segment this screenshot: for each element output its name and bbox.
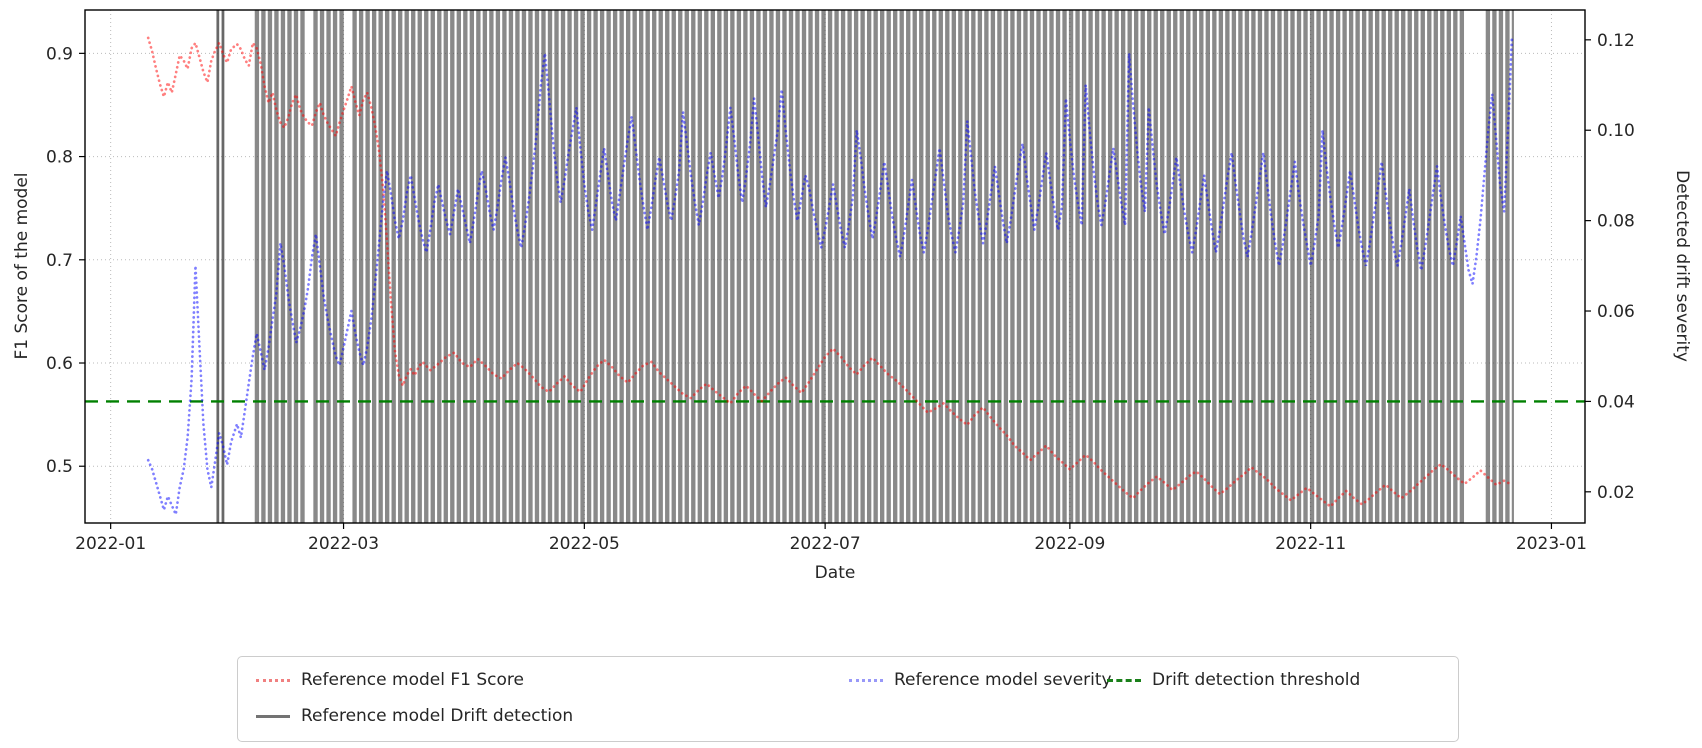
svg-text:0.04: 0.04	[1597, 392, 1635, 412]
svg-text:0.02: 0.02	[1597, 483, 1635, 503]
svg-text:0.6: 0.6	[46, 354, 73, 374]
legend-label: Drift detection threshold	[1152, 670, 1361, 690]
svg-text:2022-05: 2022-05	[549, 534, 620, 554]
axis-ticks	[79, 39, 1591, 529]
svg-text:0.06: 0.06	[1597, 302, 1635, 322]
svg-text:2022-09: 2022-09	[1034, 534, 1105, 554]
data-series	[146, 33, 1514, 520]
svg-text:0.08: 0.08	[1597, 212, 1635, 232]
legend-label: Reference model severity	[894, 670, 1112, 690]
x-axis-label: Date	[814, 563, 856, 583]
legend-item-f1-score: Reference model F1 Score	[256, 669, 524, 691]
y-axis-label-left: F1 Score of the model	[12, 172, 32, 360]
svg-text:0.12: 0.12	[1597, 31, 1635, 51]
legend-item-severity: Reference model severity	[849, 669, 1112, 691]
svg-text:2022-07: 2022-07	[790, 534, 861, 554]
green-dashed-line-swatch	[1107, 678, 1141, 682]
svg-text:0.9: 0.9	[46, 44, 73, 64]
legend-label: Reference model F1 Score	[301, 670, 524, 690]
chart-legend: Reference model F1 Score Reference model…	[237, 656, 1459, 742]
svg-text:2022-11: 2022-11	[1275, 534, 1346, 554]
red-dotted-line-swatch	[256, 678, 290, 682]
y-axis-label-right: Detected drift severity	[1672, 170, 1692, 362]
svg-text:0.8: 0.8	[46, 148, 73, 168]
svg-text:0.7: 0.7	[46, 251, 73, 271]
legend-label: Reference model Drift detection	[301, 706, 574, 726]
legend-item-threshold: Drift detection threshold	[1107, 669, 1360, 691]
axis-tick-labels: 2022-01 2022-03 2022-05 2022-07 2022-09 2022-…	[46, 31, 1635, 554]
legend-item-drift-detection: Reference model Drift detection	[256, 705, 573, 727]
blue-dotted-line-swatch	[849, 678, 883, 682]
drift-detection-bands	[216, 10, 1514, 523]
svg-text:2022-01: 2022-01	[75, 534, 146, 554]
plot-frame	[84, 9, 1586, 524]
gridlines	[85, 10, 1585, 523]
gray-solid-line-swatch	[256, 714, 290, 718]
svg-text:0.10: 0.10	[1597, 121, 1635, 141]
svg-text:0.5: 0.5	[46, 457, 73, 477]
svg-text:2023-01: 2023-01	[1516, 534, 1587, 554]
svg-text:2022-03: 2022-03	[308, 534, 379, 554]
